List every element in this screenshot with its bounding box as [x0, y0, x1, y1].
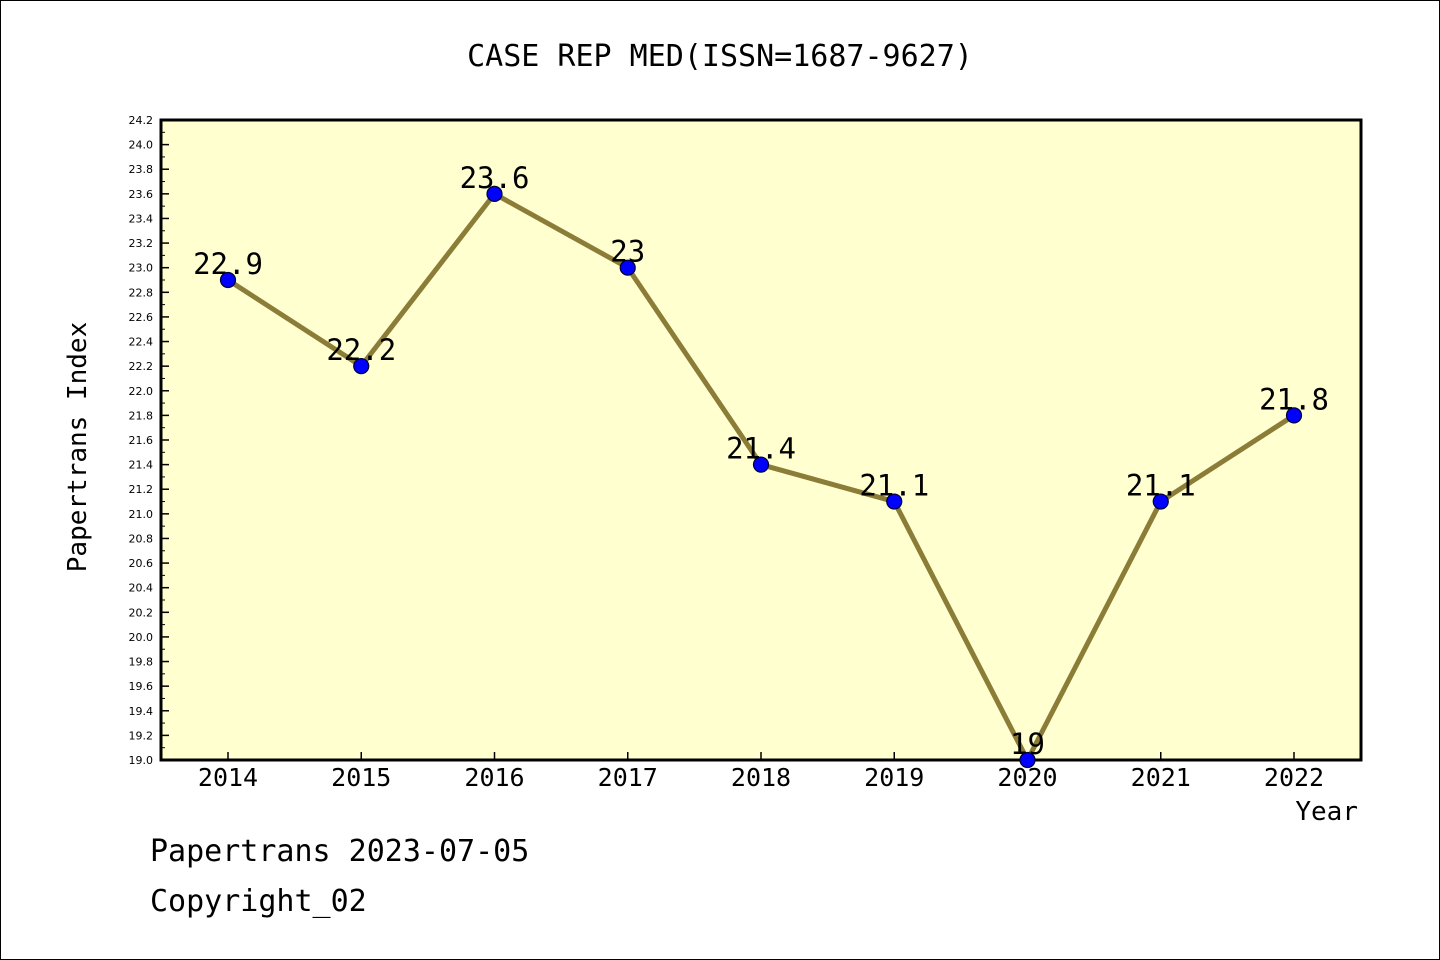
y-tick-label: 22.0	[129, 385, 154, 398]
footer-copyright: Copyright_02	[150, 884, 367, 919]
x-tick-label: 2014	[198, 763, 258, 792]
data-labels: 22.9 22.2 23.6 23 21.4 21.1 19 21.1 21.8	[193, 161, 1329, 761]
y-tick-label: 23.6	[129, 188, 154, 201]
y-tick-label: 20.4	[129, 582, 154, 595]
data-label: 22.2	[326, 333, 396, 367]
data-point	[886, 493, 903, 510]
x-tick-label: 2022	[1264, 763, 1324, 792]
data-label: 21.1	[1126, 469, 1196, 503]
y-tick-label: 19.4	[129, 705, 154, 718]
data-label: 23.6	[460, 161, 530, 195]
y-tick-label: 21.6	[129, 434, 154, 447]
data-point	[353, 358, 370, 375]
y-tick-label: 21.4	[129, 459, 154, 472]
y-tick-label: 24.0	[129, 139, 154, 152]
data-point	[1152, 493, 1169, 510]
data-label: 22.9	[193, 247, 263, 281]
y-tick-label: 22.6	[129, 311, 154, 324]
x-tick-label: 2017	[598, 763, 658, 792]
x-axis-label: Year	[1295, 797, 1358, 827]
y-tick-label: 22.8	[129, 286, 154, 299]
y-tick-label: 22.4	[129, 336, 154, 349]
y-tick-label: 19.6	[129, 680, 154, 693]
chart-title: CASE REP MED(ISSN=1687-9627)	[467, 39, 973, 74]
data-point	[1019, 751, 1036, 769]
x-tick-label: 2018	[731, 763, 791, 792]
y-axis-label: Papertrans Index	[63, 322, 93, 572]
x-tick-label: 2016	[464, 763, 524, 792]
y-axis: 19.0 19.2 19.4 19.6 19.8 20.0 20.2 20.4 20.6 20.8…	[129, 114, 169, 767]
data-label: 19	[1010, 727, 1045, 761]
y-tick-label: 21.2	[129, 483, 154, 496]
data-label: 23	[610, 235, 645, 269]
data-point	[752, 456, 770, 473]
footer-date: Papertrans 2023-07-05	[150, 834, 530, 869]
y-tick-label: 23.2	[129, 237, 154, 250]
data-point	[619, 259, 636, 276]
plot-area	[159, 118, 1363, 762]
data-point	[219, 271, 237, 289]
x-tick-label: 2021	[1131, 763, 1191, 792]
data-label: 21.8	[1259, 382, 1329, 416]
y-tick-label: 20.8	[129, 532, 154, 545]
y-tick-label: 20.2	[129, 606, 154, 619]
y-tick-label: 23.0	[129, 262, 154, 275]
data-point	[1285, 407, 1303, 424]
data-label: 21.1	[859, 469, 929, 503]
x-axis: 2014 2015 2016 2017 2018 2019 2020 2021 2022	[198, 752, 1324, 792]
y-tick-label: 21.0	[129, 508, 154, 521]
y-tick-label: 20.6	[129, 557, 154, 570]
y-tick-label: 21.8	[129, 409, 154, 422]
y-tick-label: 19.0	[129, 754, 154, 767]
y-tick-label: 23.8	[129, 163, 154, 176]
y-tick-label: 19.8	[129, 656, 154, 669]
data-markers	[219, 185, 1303, 769]
y-tick-label: 22.2	[129, 360, 154, 373]
y-tick-label: 20.0	[129, 631, 154, 644]
y-tick-label: 24.2	[129, 114, 154, 127]
y-tick-label: 23.4	[129, 212, 154, 225]
x-tick-label: 2019	[864, 763, 924, 792]
data-label: 21.4	[726, 432, 796, 466]
y-tick-label: 19.2	[129, 729, 154, 742]
data-point	[486, 185, 503, 202]
x-tick-label: 2015	[331, 763, 391, 792]
